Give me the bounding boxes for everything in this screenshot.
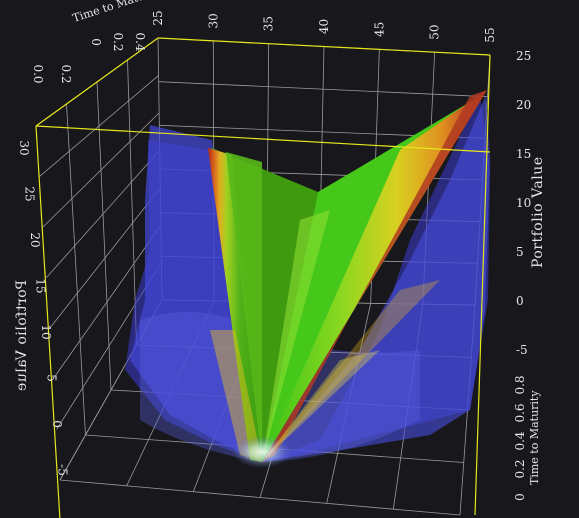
strike-tick-label: 40 bbox=[317, 19, 331, 34]
value-tick-label: 20 bbox=[516, 98, 531, 112]
bounding-box bbox=[35, 37, 491, 518]
box-edge-top-front bbox=[35, 125, 491, 153]
maturity-tick-label: 0.4 bbox=[513, 431, 527, 450]
portfolio-value-axis-label: Portfolio Value bbox=[530, 157, 546, 269]
value-tick-label: -5 bbox=[516, 343, 528, 357]
payoff-surface bbox=[208, 90, 487, 462]
vertex-glow bbox=[232, 436, 292, 468]
maturity-tick-label: 0 bbox=[513, 493, 527, 501]
left-value-tick-label: 10 bbox=[39, 324, 53, 339]
maturity-tick-label: 0.8 bbox=[513, 375, 527, 394]
box-edge-left bbox=[35, 125, 61, 518]
left-value-tick-label: 5 bbox=[45, 374, 59, 382]
flare-left bbox=[210, 330, 262, 462]
lower-flare bbox=[210, 280, 440, 468]
surface-center-streak bbox=[262, 210, 330, 462]
left-value-tick-label: 25 bbox=[23, 186, 37, 201]
grid-line-left-depth bbox=[96, 81, 112, 391]
left-value-tick-label: 0 bbox=[50, 420, 64, 428]
maturity-tick-label: 0.6 bbox=[513, 403, 527, 422]
strike-tick-label: 30 bbox=[206, 13, 220, 28]
blue-shell-right bbox=[262, 95, 490, 462]
strike-tick-label: 25 bbox=[151, 10, 165, 25]
value-tick-label: 10 bbox=[516, 196, 531, 210]
box-edge-top-left bbox=[35, 37, 159, 127]
value-tick-label: 5 bbox=[516, 245, 524, 259]
top-maturity-tick-label: 0 bbox=[89, 38, 103, 46]
flare-right-b bbox=[262, 350, 380, 462]
maturity-tick-label: 0.2 bbox=[513, 459, 527, 478]
left-value-tick-label: -5 bbox=[56, 464, 70, 476]
left-value-tick-label: 15 bbox=[34, 278, 48, 293]
surface-left-arm bbox=[208, 148, 262, 462]
surface-right-edge bbox=[262, 90, 487, 462]
value-tick-label: 15 bbox=[516, 147, 531, 161]
grid-line-left-depth bbox=[127, 59, 137, 346]
portfolio-value-left-axis-label: Portfolio Value bbox=[14, 280, 30, 392]
blue-shell-left bbox=[130, 125, 262, 462]
flare-right-a bbox=[262, 280, 440, 462]
surface-left-arm-inner bbox=[226, 152, 262, 462]
time-to-maturity-axis-label: Time to Maturity bbox=[528, 390, 541, 485]
strike-tick-label: 50 bbox=[428, 25, 442, 40]
box-edge-top-back bbox=[157, 37, 491, 56]
left-top-tick-label: 0.0 bbox=[31, 64, 45, 83]
left-value-tick-label: 20 bbox=[28, 232, 42, 247]
strike-tick-label: 55 bbox=[483, 27, 497, 42]
box-edge-right bbox=[474, 54, 491, 516]
tick-labels: 25 30 35 40 45 50 552520151050-50.80.60.40.203… bbox=[17, 10, 531, 500]
grid-line-left-depth bbox=[66, 103, 86, 436]
value-tick-label: 25 bbox=[516, 49, 531, 63]
grid-line-value bbox=[158, 81, 488, 98]
left-top-tick-label: 0.2 bbox=[59, 64, 73, 83]
value-tick-label: 0 bbox=[516, 294, 524, 308]
top-maturity-tick-label: 0.4 bbox=[133, 32, 147, 51]
strike-tick-label: 35 bbox=[262, 16, 276, 31]
top-maturity-tick-label: 0.2 bbox=[111, 32, 125, 51]
strike-tick-label: 45 bbox=[372, 22, 386, 37]
left-value-tick-label: 30 bbox=[17, 140, 31, 155]
grid-line-floor-depth bbox=[59, 479, 461, 516]
